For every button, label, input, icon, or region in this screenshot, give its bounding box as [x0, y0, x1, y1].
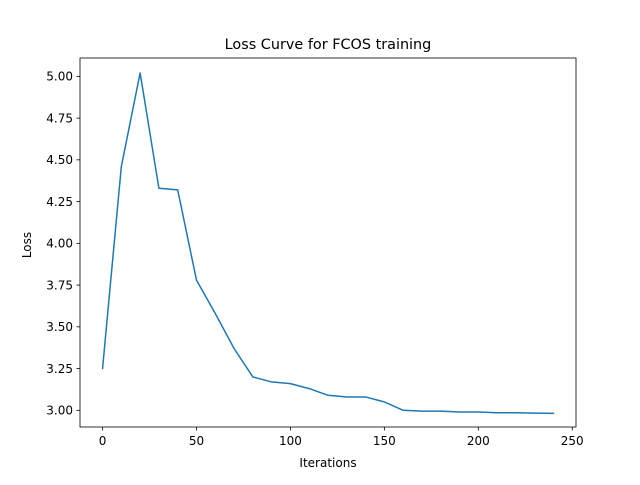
x-tick-label: 50	[189, 434, 204, 448]
axes-frame	[79, 57, 577, 428]
y-tick-label: 4.75	[46, 111, 73, 125]
y-tick-label: 3.00	[46, 404, 73, 418]
x-tick-label: 100	[279, 434, 302, 448]
y-tick-label: 3.25	[46, 362, 73, 376]
y-tick-label: 3.75	[46, 278, 73, 292]
y-tick-label: 4.25	[46, 195, 73, 209]
series-line-0	[101, 72, 555, 415]
plot-area: 0 50 100 150 200 250 3.00 3.25 3.50 3.75 4.00 4.25 4…	[46, 57, 584, 448]
y-tick-label: 4.50	[46, 153, 73, 167]
y-axis-title: Loss	[20, 232, 34, 258]
x-tick-label: 0	[99, 434, 107, 448]
x-tick-label: 150	[373, 434, 396, 448]
chart-title: Loss Curve for FCOS training	[225, 37, 432, 53]
x-tick-label: 250	[561, 434, 584, 448]
x-axis-title: Iterations	[299, 456, 356, 470]
x-tick-label: 200	[467, 434, 490, 448]
y-tick-label: 4.00	[46, 237, 73, 251]
y-tick-label: 5.00	[46, 70, 73, 84]
y-tick-label: 3.50	[46, 320, 73, 334]
